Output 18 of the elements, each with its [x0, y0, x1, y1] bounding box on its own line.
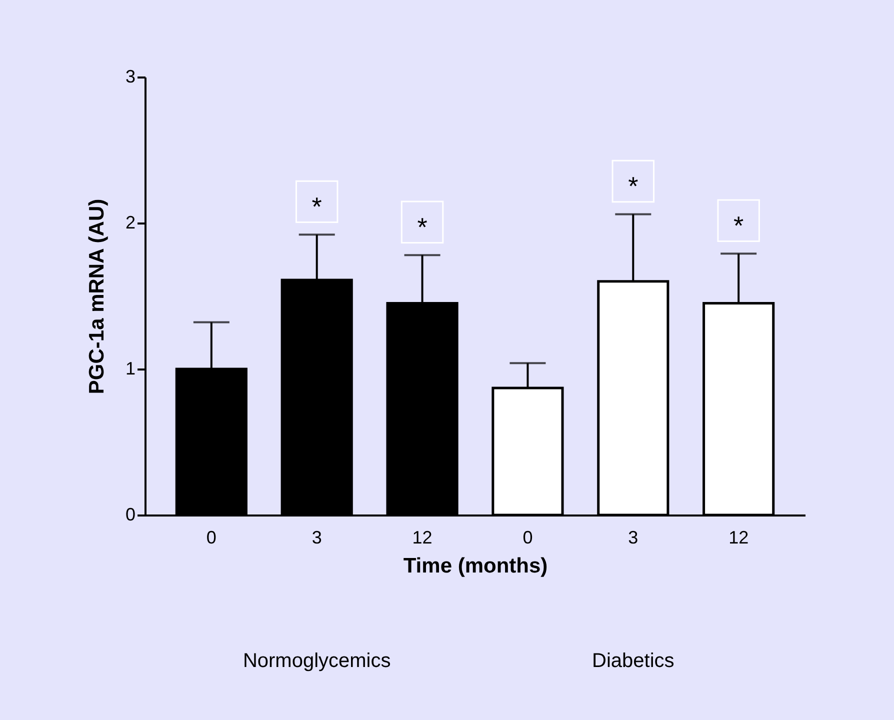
y-tick-label: 0	[125, 504, 136, 524]
x-tick-label: 12	[728, 528, 749, 548]
y-tick-label: 1	[125, 358, 136, 378]
data-label: *	[628, 171, 638, 202]
x-tick-label: 0	[522, 528, 533, 548]
y-tick-label: 2	[125, 212, 136, 232]
x-tick-label: 12	[412, 528, 432, 548]
x-tick-label: 3	[628, 528, 638, 548]
x-tick-label: 3	[312, 528, 322, 548]
data-label: *	[417, 212, 428, 242]
y-axis-title: PGC-1a mRNA (AU)	[85, 198, 108, 394]
y-tick-label: 3	[125, 66, 136, 86]
text: Diabetics	[592, 650, 674, 672]
x-tick-label: 0	[206, 528, 216, 548]
data-label: *	[734, 210, 744, 241]
x-axis-title: Time (months)	[403, 554, 548, 578]
text: Normoglycemics	[242, 650, 391, 672]
data-label: *	[312, 192, 322, 222]
